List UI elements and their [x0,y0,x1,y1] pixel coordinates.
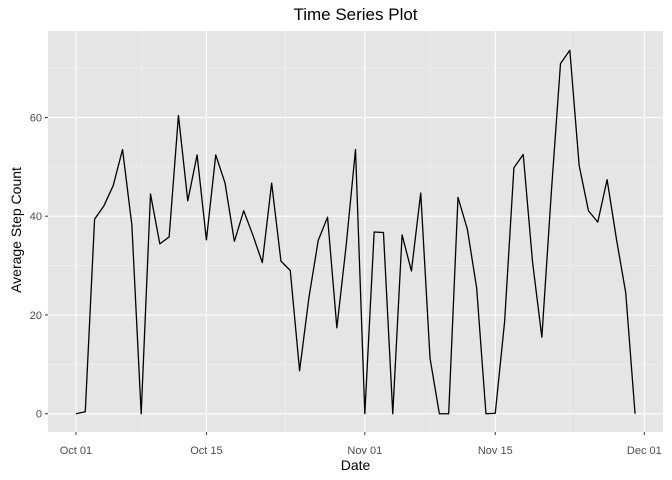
y-axis-tick-labels: 0 20 40 60 [30,112,42,420]
major-gridlines [48,31,663,432]
y-axis-title: Average Step Count [8,167,24,293]
series-layer [75,49,636,415]
x-axis-tick-labels: Oct 01 Oct 15 Nov 01 Nov 15 Dec 01 [60,445,662,457]
x-axis-title: Date [341,457,371,473]
x-tick-label: Nov 15 [478,445,513,457]
y-tick-label: 20 [30,310,42,322]
series-line [75,49,636,415]
y-tick-label: 40 [30,211,42,223]
y-tick-label: 60 [30,112,42,124]
chart-title: Time Series Plot [293,5,417,24]
x-tick-label: Oct 01 [60,445,92,457]
y-tick-label: 0 [36,409,42,421]
x-tick-label: Nov 01 [347,445,382,457]
axis-ticks [45,116,645,435]
x-tick-label: Oct 15 [190,445,222,457]
x-tick-label: Dec 01 [627,445,662,457]
plot-panel [48,31,663,432]
